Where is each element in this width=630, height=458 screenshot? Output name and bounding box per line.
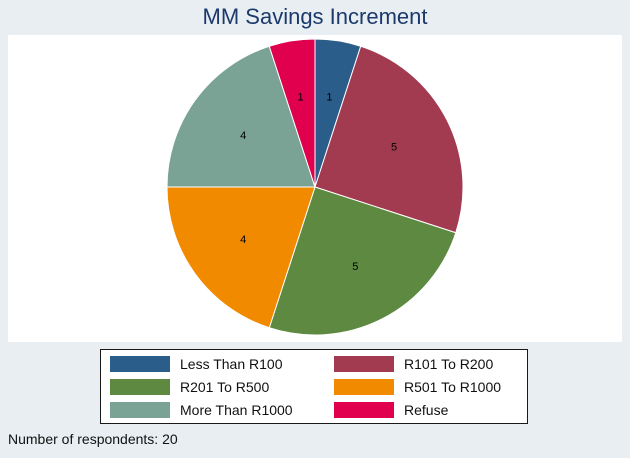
legend-label: R101 To R200 (404, 356, 494, 372)
legend-swatch (110, 379, 170, 395)
respondents-footnote: Number of respondents: 20 (8, 431, 178, 447)
legend-item-0: Less Than R100 (110, 355, 282, 373)
legend-swatch (334, 379, 394, 395)
pie-chart: 1 5 5 4 4 1 (166, 38, 464, 336)
pie-data-label-2: 5 (352, 261, 358, 273)
legend-label: R201 To R500 (180, 379, 270, 395)
legend-item-5: Refuse (334, 401, 448, 419)
pie-slice-3 (166, 186, 316, 329)
legend-swatch (334, 356, 394, 372)
pie-data-label-4: 4 (240, 130, 246, 142)
legend-swatch (110, 402, 170, 418)
legend-label: R501 To R1000 (404, 379, 502, 395)
legend-label: More Than R1000 (180, 402, 293, 418)
pie-slice-2 (268, 186, 457, 336)
legend-label: Less Than R100 (180, 356, 283, 372)
legend-label: Refuse (404, 402, 449, 418)
legend-swatch (334, 402, 394, 418)
pie-data-label-3: 4 (240, 234, 246, 246)
legend-item-2: R201 To R500 (110, 378, 269, 396)
pie-slice-5 (268, 38, 316, 188)
legend-swatch (110, 356, 170, 372)
legend-item-4: More Than R1000 (110, 401, 293, 419)
chart-title: MM Savings Increment (202, 4, 428, 29)
pie-slice-1 (314, 45, 464, 234)
legend: Less Than R100 R101 To R200 R201 To R500 R5… (100, 349, 528, 424)
legend-item-3: R501 To R1000 (334, 378, 501, 396)
pie-data-label-1: 5 (391, 142, 397, 154)
pie-data-label-0: 1 (326, 91, 332, 103)
pie-slice-4 (166, 45, 316, 188)
pie-data-label-5: 1 (298, 91, 304, 103)
legend-item-1: R101 To R200 (334, 355, 493, 373)
